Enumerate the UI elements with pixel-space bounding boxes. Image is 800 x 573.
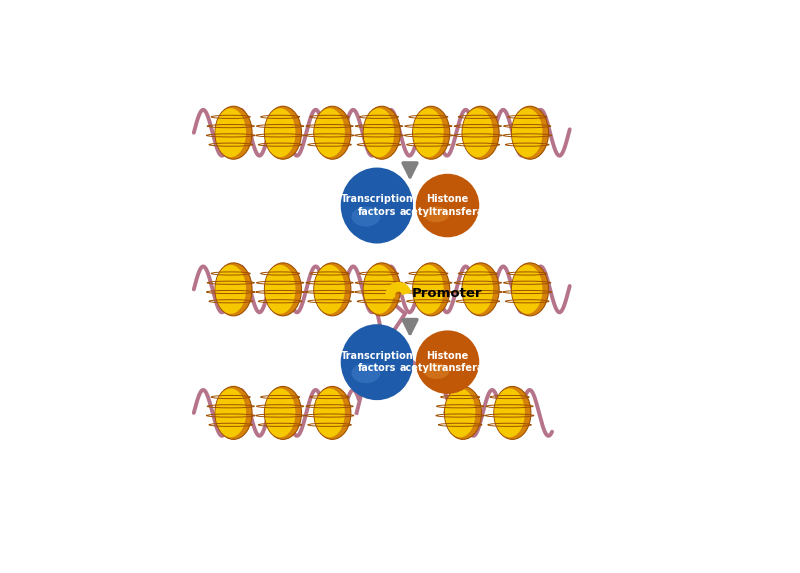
Text: Histone
acetyltransferase: Histone acetyltransferase	[399, 351, 496, 374]
Ellipse shape	[351, 207, 380, 226]
Ellipse shape	[413, 106, 450, 159]
Text: Transcription
factors: Transcription factors	[341, 194, 414, 217]
Ellipse shape	[364, 265, 394, 314]
Text: Histone
acetyltransferase: Histone acetyltransferase	[399, 194, 496, 217]
Ellipse shape	[511, 263, 549, 316]
Ellipse shape	[512, 108, 542, 157]
Ellipse shape	[462, 263, 499, 316]
Ellipse shape	[215, 108, 246, 157]
Ellipse shape	[462, 108, 493, 157]
Ellipse shape	[462, 106, 499, 159]
Ellipse shape	[494, 388, 525, 437]
Ellipse shape	[494, 386, 531, 439]
Text: Transcription
factors: Transcription factors	[341, 351, 414, 374]
Ellipse shape	[215, 263, 252, 316]
Ellipse shape	[215, 106, 252, 159]
Ellipse shape	[215, 388, 246, 437]
Ellipse shape	[413, 108, 444, 157]
Ellipse shape	[363, 106, 400, 159]
Ellipse shape	[314, 386, 351, 439]
Ellipse shape	[215, 265, 246, 314]
Ellipse shape	[341, 324, 413, 400]
Ellipse shape	[416, 331, 479, 394]
Ellipse shape	[445, 388, 475, 437]
Ellipse shape	[314, 388, 345, 437]
Ellipse shape	[265, 388, 295, 437]
Ellipse shape	[265, 108, 295, 157]
Ellipse shape	[413, 265, 444, 314]
Ellipse shape	[265, 106, 302, 159]
Ellipse shape	[363, 263, 400, 316]
Ellipse shape	[314, 106, 351, 159]
Ellipse shape	[265, 386, 302, 439]
Ellipse shape	[416, 174, 479, 237]
Ellipse shape	[314, 265, 345, 314]
Ellipse shape	[462, 265, 493, 314]
Ellipse shape	[511, 106, 549, 159]
Ellipse shape	[413, 263, 450, 316]
Ellipse shape	[364, 108, 394, 157]
Text: Promoter: Promoter	[412, 287, 482, 300]
Ellipse shape	[341, 167, 413, 244]
Ellipse shape	[265, 263, 302, 316]
Ellipse shape	[351, 363, 380, 383]
Ellipse shape	[424, 363, 449, 379]
Ellipse shape	[265, 265, 295, 314]
Ellipse shape	[424, 206, 449, 222]
Ellipse shape	[512, 265, 542, 314]
Ellipse shape	[215, 386, 252, 439]
Ellipse shape	[314, 263, 351, 316]
Ellipse shape	[314, 108, 345, 157]
Ellipse shape	[445, 386, 482, 439]
